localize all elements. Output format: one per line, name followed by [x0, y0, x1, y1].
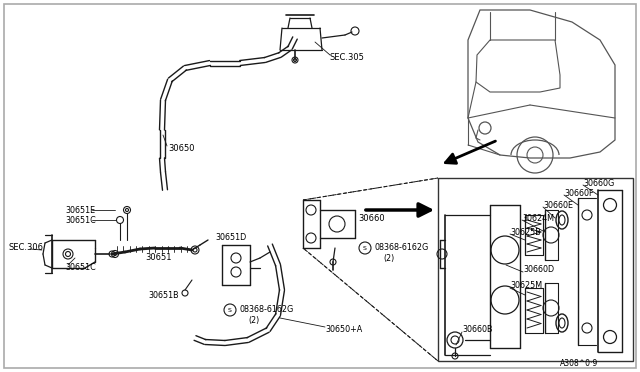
Text: (2): (2): [383, 253, 394, 263]
Text: 30660B: 30660B: [462, 326, 493, 334]
Text: 30651: 30651: [145, 253, 172, 263]
Text: 30660D: 30660D: [523, 266, 554, 275]
Text: 30660G: 30660G: [583, 179, 614, 187]
Text: 30660: 30660: [358, 214, 385, 222]
Text: 30651E: 30651E: [65, 205, 95, 215]
Text: 30651D: 30651D: [215, 232, 246, 241]
Text: 30624M: 30624M: [522, 214, 554, 222]
Text: 30650: 30650: [168, 144, 195, 153]
Text: 08368-6162G: 08368-6162G: [240, 305, 294, 314]
Text: 30660E: 30660E: [543, 201, 573, 209]
Text: SEC.306: SEC.306: [8, 243, 43, 251]
Text: 30651B: 30651B: [148, 292, 179, 301]
Text: A308^0·9: A308^0·9: [560, 359, 598, 368]
Text: 30625B: 30625B: [510, 228, 541, 237]
Text: 30625M: 30625M: [510, 282, 542, 291]
Bar: [438, 178, 633, 361]
Text: 30660F: 30660F: [564, 189, 593, 198]
Text: 30651C: 30651C: [65, 215, 96, 224]
Text: 30650+A: 30650+A: [325, 326, 362, 334]
Text: (2): (2): [248, 315, 259, 324]
Text: S: S: [228, 308, 232, 312]
Text: S: S: [363, 246, 367, 250]
Text: 30651C: 30651C: [65, 263, 96, 272]
Text: SEC.305: SEC.305: [330, 52, 365, 61]
Text: 08368-6162G: 08368-6162G: [375, 244, 429, 253]
